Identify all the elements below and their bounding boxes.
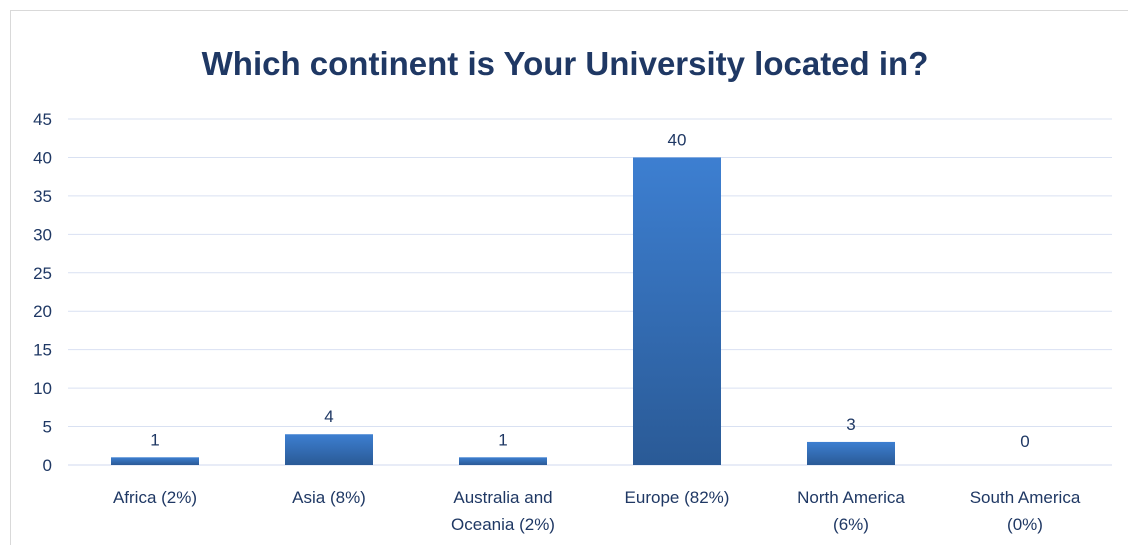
bar xyxy=(633,157,721,465)
x-axis-categories: Africa (2%) Asia (8%) Australia and Oceania… xyxy=(113,488,1081,534)
category-label: Asia (8%) xyxy=(292,488,366,507)
y-tick-label: 45 xyxy=(33,110,52,129)
category-label: Australia and Oceania (2%) xyxy=(451,488,555,534)
bar xyxy=(807,441,895,465)
y-tick-label: 10 xyxy=(33,379,52,398)
y-tick-label: 40 xyxy=(33,148,52,167)
gridlines xyxy=(68,118,1112,466)
bar xyxy=(459,457,547,465)
data-label: 4 xyxy=(324,407,333,426)
data-label: 3 xyxy=(846,415,855,434)
category-label: Europe (82%) xyxy=(625,488,730,507)
bars xyxy=(111,157,895,465)
y-tick-label: 20 xyxy=(33,302,52,321)
data-label: 1 xyxy=(150,430,159,449)
bar xyxy=(285,434,373,465)
data-label: 0 xyxy=(1020,432,1029,451)
chart-title: Which continent is Your University locat… xyxy=(201,45,929,82)
y-axis-ticks: 0 5 10 15 20 25 30 35 40 45 xyxy=(33,110,52,475)
y-tick-label: 30 xyxy=(33,225,52,244)
data-label: 40 xyxy=(668,130,687,149)
bar xyxy=(111,457,199,465)
y-tick-label: 15 xyxy=(33,341,52,360)
category-label: North America (6%) xyxy=(797,488,905,534)
data-label: 1 xyxy=(498,430,507,449)
y-tick-label: 5 xyxy=(43,418,52,437)
category-label: Africa (2%) xyxy=(113,488,197,507)
data-labels: 1 4 1 40 3 0 xyxy=(150,130,1029,451)
y-tick-label: 0 xyxy=(43,456,52,475)
y-tick-label: 35 xyxy=(33,187,52,206)
category-label: South America (0%) xyxy=(970,488,1081,534)
y-tick-label: 25 xyxy=(33,264,52,283)
chart-frame xyxy=(10,10,1128,545)
